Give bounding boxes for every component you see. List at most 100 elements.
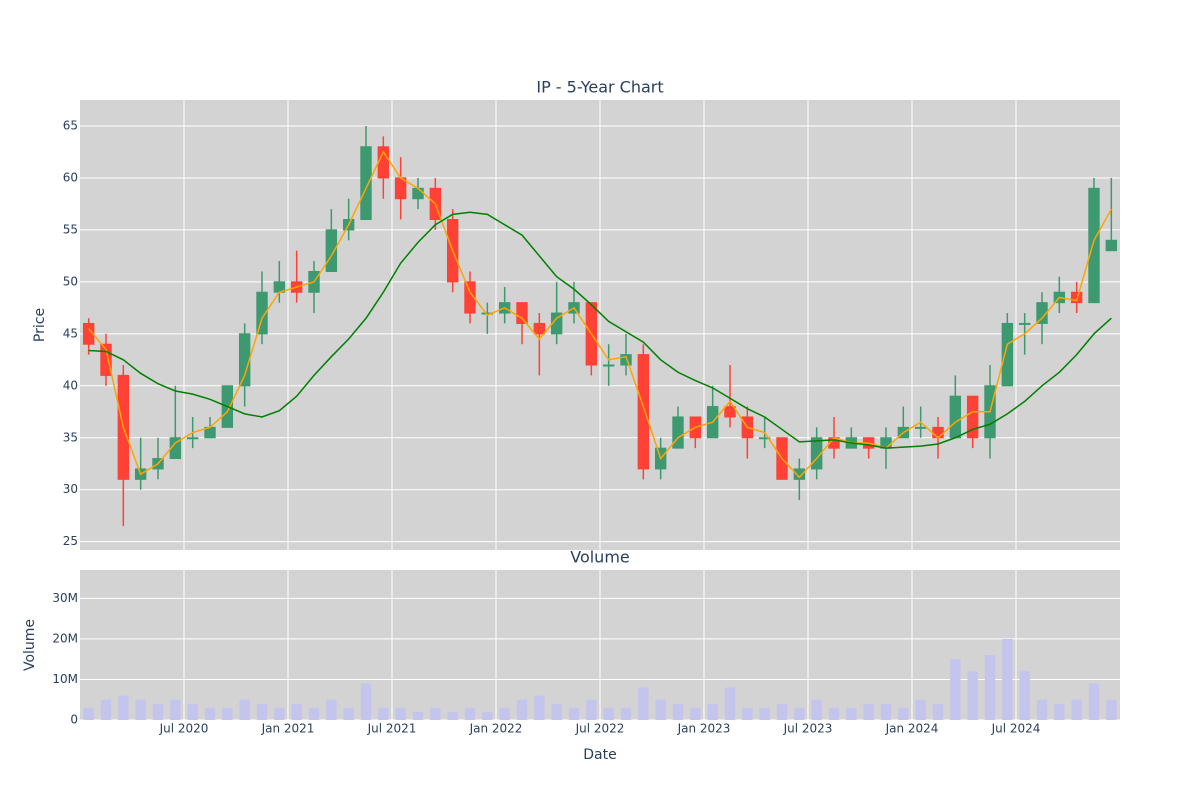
candle-body <box>256 291 268 335</box>
x-tick-label: Jul 2021 <box>367 722 417 736</box>
volume-bar <box>551 703 562 720</box>
volume-bar <box>1019 671 1030 720</box>
y-tick-label: 30 <box>63 482 78 496</box>
x-tick-label: Jul 2024 <box>991 722 1041 736</box>
y-tick-label: 30M <box>52 591 78 605</box>
candle-body <box>949 395 962 439</box>
y-tick-label: 0 <box>70 713 78 727</box>
candle-body <box>1088 187 1100 304</box>
volume-bar <box>1054 703 1065 720</box>
y-tick-label: 65 <box>63 118 78 132</box>
y-tick-label: 20M <box>52 631 78 645</box>
y-axis-title: Volume <box>22 619 38 671</box>
x-tick-label: Jan 2024 <box>885 722 939 736</box>
candle-body <box>637 354 650 470</box>
volume-bar <box>412 711 424 720</box>
volume-bar <box>118 695 129 720</box>
volume-bar <box>135 699 146 720</box>
volume-bar <box>464 707 476 720</box>
volume-bar <box>222 707 233 720</box>
chart-title: IP - 5-Year Chart <box>536 78 663 97</box>
volume-bar <box>932 703 944 720</box>
candle-body <box>186 437 199 440</box>
x-tick-label: Jul 2020 <box>159 722 209 736</box>
candle-body <box>464 281 476 314</box>
volume-bar <box>724 687 736 720</box>
y-axis-title: Price <box>32 308 48 342</box>
volume-bar <box>846 707 857 720</box>
volume-bar <box>1002 638 1013 720</box>
volume-bar <box>187 703 198 720</box>
candle-body <box>238 333 251 387</box>
volume-bar <box>83 707 94 720</box>
volume-bar <box>568 707 580 720</box>
volume-bar <box>499 707 510 720</box>
volume-title: Volume <box>570 548 630 567</box>
volume-bar <box>898 707 909 720</box>
volume-bar <box>1106 699 1117 720</box>
volume-bar <box>152 703 164 720</box>
x-tick-label: Jan 2021 <box>261 722 315 736</box>
volume-bar <box>239 699 250 720</box>
candle-body <box>724 406 736 418</box>
volume-bar <box>291 703 302 720</box>
candle-body <box>1105 239 1118 252</box>
candle-body <box>966 395 979 439</box>
candle-body <box>412 187 424 200</box>
volume-bar <box>759 707 770 720</box>
volume-bar <box>1071 699 1082 720</box>
y-tick-label: 55 <box>63 222 78 236</box>
y-tick-label: 50 <box>63 274 78 288</box>
moving-average-line <box>88 211 1112 449</box>
volume-bar <box>360 683 372 720</box>
volume-bar <box>880 703 892 720</box>
volume-bar <box>950 659 961 720</box>
volume-bar <box>707 703 718 720</box>
x-tick-label: Jan 2023 <box>677 722 731 736</box>
moving-average-line <box>88 150 1112 479</box>
candle-body <box>1018 322 1031 325</box>
volume-bar <box>482 711 493 720</box>
candle-body <box>533 322 546 335</box>
y-tick-label: 25 <box>63 534 78 548</box>
volume-bar <box>603 707 614 720</box>
volume-bar <box>776 703 788 720</box>
volume-bar <box>690 707 701 720</box>
volume-bar <box>395 707 406 720</box>
volume-bar <box>586 699 597 720</box>
volume-bar <box>1036 699 1048 720</box>
volume-bar <box>343 707 354 720</box>
candle-body <box>1001 322 1014 387</box>
x-tick-label: Jul 2022 <box>575 722 625 736</box>
candle-body <box>758 437 771 440</box>
volume-bar <box>447 711 458 720</box>
volume-bar <box>967 671 978 720</box>
volume-bar <box>794 707 805 720</box>
candle-body <box>932 426 944 439</box>
volume-bar <box>308 707 320 720</box>
candle-body <box>516 302 528 324</box>
volume-bar <box>378 707 389 720</box>
volume-bar <box>274 707 285 720</box>
volume-bar <box>638 687 649 720</box>
volume-bar <box>620 707 632 720</box>
volume-bar <box>811 699 822 720</box>
candle-body <box>100 343 112 376</box>
y-tick-label: 60 <box>63 170 78 184</box>
candle-body <box>620 354 632 366</box>
volume-bar <box>742 707 753 720</box>
candle-body <box>325 229 338 272</box>
volume-bar <box>326 699 337 720</box>
candle-body <box>602 364 615 367</box>
y-tick-label: 40 <box>63 378 78 392</box>
volume-bar <box>984 655 996 720</box>
y-tick-label: 10M <box>52 672 78 686</box>
candle-body <box>360 146 372 221</box>
volume-bar <box>1088 683 1100 720</box>
volume-bar <box>430 707 441 720</box>
candle-body <box>394 177 407 200</box>
volume-bar <box>170 699 181 720</box>
x-tick-label: Jul 2023 <box>783 722 833 736</box>
y-tick-label: 35 <box>63 430 78 444</box>
